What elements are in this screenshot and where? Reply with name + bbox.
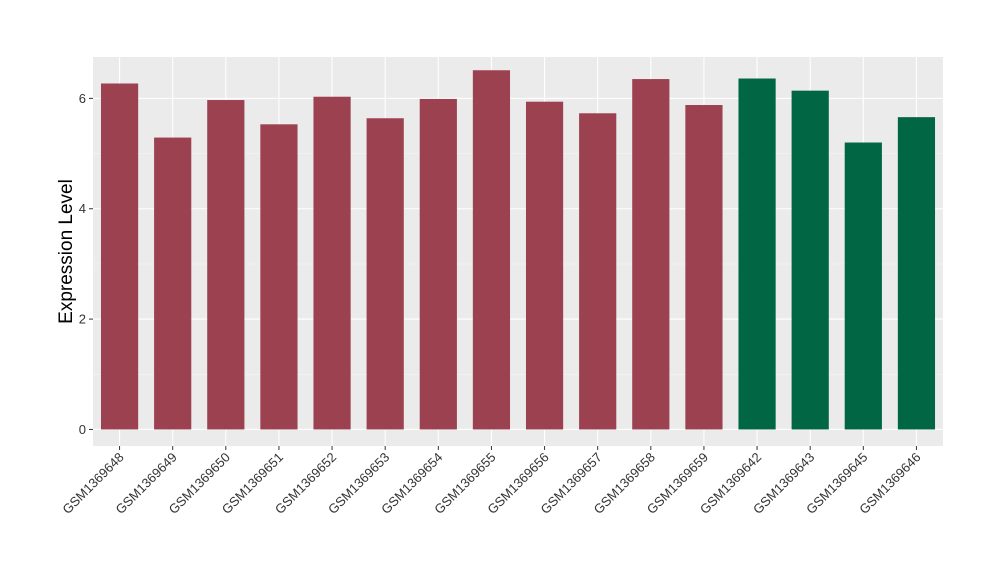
bar-GSM1369652 — [313, 96, 351, 430]
y-tick-label: 4 — [79, 201, 86, 216]
bar-GSM1369654 — [419, 98, 457, 430]
bar-GSM1369657 — [579, 113, 617, 430]
bar-GSM1369656 — [525, 101, 564, 430]
x-axis: GSM1369648GSM1369649GSM1369650GSM1369651… — [59, 446, 924, 517]
bar-GSM1369655 — [472, 70, 511, 430]
bar-GSM1369653 — [366, 118, 404, 430]
y-tick-label: 6 — [79, 91, 86, 106]
y-tick-label: 0 — [79, 422, 86, 437]
bar-GSM1369646 — [897, 117, 936, 430]
bars — [100, 70, 936, 430]
bar-GSM1369642 — [738, 78, 776, 430]
bar-GSM1369643 — [791, 90, 829, 430]
bar-GSM1369649 — [154, 137, 192, 430]
y-tick-label: 2 — [79, 312, 86, 327]
y-axis-title: Expression Level — [56, 179, 77, 324]
bar-GSM1369648 — [100, 83, 139, 430]
bar-GSM1369658 — [632, 79, 670, 430]
bar-GSM1369650 — [207, 100, 245, 430]
bar-GSM1369659 — [685, 105, 723, 430]
y-axis: 0 2 4 6 — [79, 91, 93, 437]
bar-GSM1369645 — [844, 142, 882, 430]
bar-GSM1369651 — [260, 124, 298, 430]
